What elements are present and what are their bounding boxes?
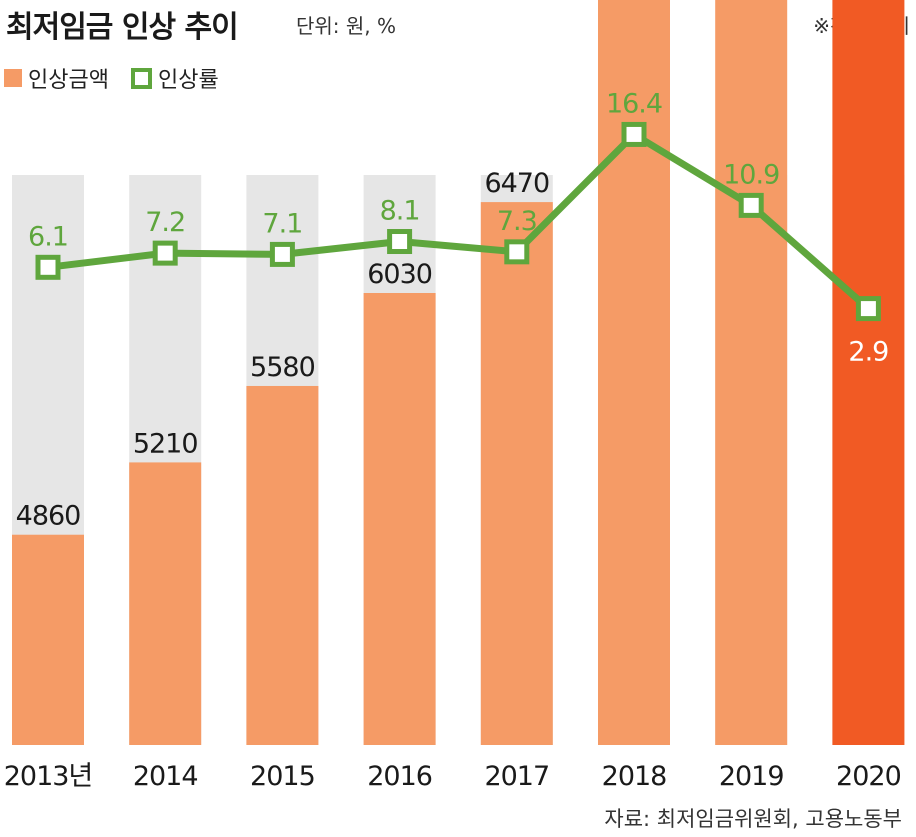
x-tick-label: 2017 [484,761,549,792]
line-value-label: 7.2 [145,207,185,238]
bar-value-label: 6470 [484,168,549,199]
line-point [504,239,530,265]
x-tick-label: 2018 [602,761,667,792]
bar-value-label: 5580 [250,352,315,383]
line-value-label: 2.9 [848,337,888,368]
line-value-label: 7.1 [262,208,302,239]
bar [363,293,436,745]
bar [12,534,84,745]
bar [129,462,202,745]
bar-value-label: 4860 [16,501,81,532]
x-tick-label: 2014 [133,761,198,792]
line-point [621,121,647,147]
x-tick-label: 2020 [836,761,901,792]
line-point [738,192,764,218]
bar [715,0,788,745]
x-tick-label: 2016 [367,761,432,792]
legend-item-line: 인상률 [130,62,219,94]
bar-value-label: 5210 [133,428,198,459]
rate-line [47,130,871,312]
x-tick-label: 2013년 [4,761,93,792]
bar [832,0,905,745]
line-point [35,254,61,280]
legend: 인상금액 인상률 [4,62,241,94]
line-point [387,229,413,255]
source-label: 자료: 최저임금위원회, 고용노동부 [604,807,902,831]
legend-item-bar: 인상금액 [4,62,109,94]
unit-label: 단위: 원, % [296,14,397,38]
line-value-label: 8.1 [380,196,420,227]
bar-value-label: 6030 [367,259,432,290]
legend-swatch-bar [4,69,22,87]
line-value-label: 16.4 [606,88,662,119]
legend-label-bar: 인상금액 [28,68,109,93]
line-value-label: 7.3 [497,206,537,237]
bar [246,385,319,745]
line-value-label: 10.9 [723,159,779,190]
line-point [269,241,295,267]
chart-title: 최저임금 인상 추이 [6,10,239,45]
line-point [855,296,881,322]
legend-swatch-line [130,67,152,89]
line-value-label: 6.1 [28,221,68,252]
x-tick-label: 2019 [719,761,784,792]
legend-label-line: 인상률 [157,68,219,93]
x-tick-label: 2015 [250,761,315,792]
line-point [152,240,178,266]
bar [480,202,553,745]
